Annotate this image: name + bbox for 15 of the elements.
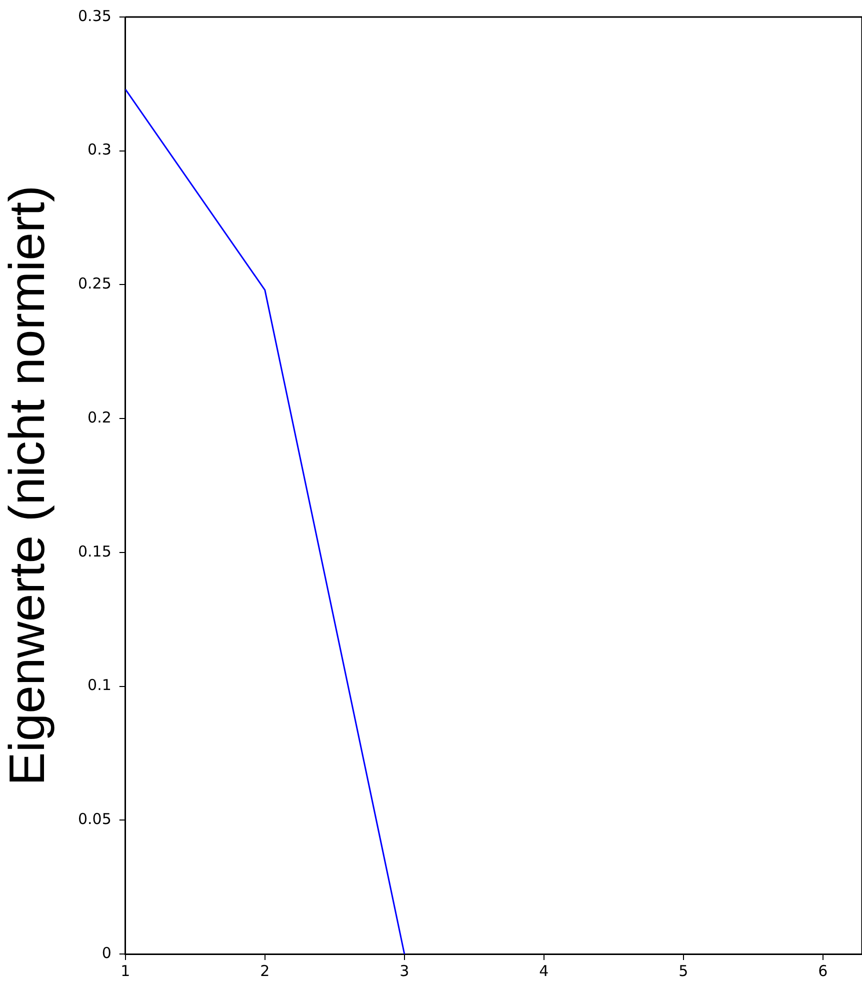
y-tick-label: 0 (102, 944, 112, 962)
x-tick-label: 5 (678, 962, 688, 980)
x-tick-label: 1 (120, 962, 130, 980)
y-tick-label: 0.3 (88, 140, 112, 159)
x-tick-label: 6 (818, 962, 828, 980)
y-tick-label: 0.25 (78, 274, 112, 293)
y-tick-label: 0.1 (88, 676, 112, 694)
y-tick-label: 0.15 (78, 542, 112, 560)
x-tick-label: 4 (539, 962, 549, 980)
y-tick-label: 0.05 (78, 810, 112, 828)
y-tick-label: 0.35 (78, 6, 112, 25)
x-tick-label: 2 (260, 962, 270, 980)
x-tick-label: 3 (400, 962, 410, 980)
y-tick-label: 0.2 (88, 408, 112, 426)
y-axis-title: Eigenwerte (nicht normiert) (0, 185, 55, 786)
